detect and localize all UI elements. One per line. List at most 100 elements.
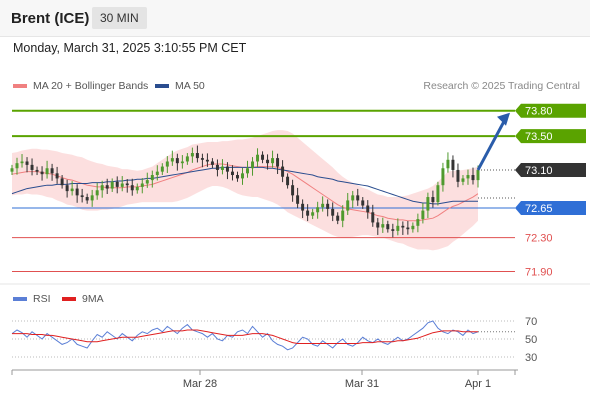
candle-body	[80, 195, 84, 198]
candle	[175, 153, 179, 171]
candle-body	[180, 161, 184, 164]
candle-body	[386, 224, 390, 230]
candle	[411, 222, 415, 233]
candle	[306, 204, 310, 222]
candle	[361, 197, 365, 209]
rsi-series-9MA	[12, 329, 478, 344]
candle-body	[431, 197, 435, 203]
candle-body	[406, 227, 410, 230]
candle	[451, 155, 455, 178]
level-label-71.90: 71.90	[525, 267, 553, 279]
candle-body	[140, 183, 144, 187]
candle-body	[256, 154, 260, 162]
candle-body	[376, 222, 380, 228]
candle-body	[276, 158, 280, 167]
candle	[346, 192, 350, 215]
rsi-tick-label: 50	[525, 334, 537, 346]
candle-body	[165, 161, 169, 167]
candle-body	[336, 215, 340, 221]
candle-body	[361, 200, 365, 206]
x-tick-label: Apr 1	[465, 378, 491, 390]
candle	[456, 163, 460, 188]
candle	[266, 154, 270, 170]
candle-body	[436, 185, 440, 203]
candle	[75, 184, 79, 203]
candle-body	[331, 208, 335, 216]
candle-body	[110, 181, 114, 189]
candle	[276, 153, 280, 175]
candle-body	[195, 153, 199, 159]
candle	[110, 178, 114, 192]
candle	[331, 202, 335, 222]
candle-body	[155, 171, 159, 176]
candle	[426, 192, 430, 219]
candle-body	[446, 159, 450, 169]
candle-body	[90, 195, 94, 201]
candle	[215, 159, 219, 177]
candle-body	[411, 225, 415, 230]
timeframe-badge[interactable]: 30 MIN	[92, 7, 147, 29]
candle-body	[281, 166, 285, 177]
candle	[326, 199, 330, 217]
candle-body	[205, 159, 209, 162]
candle-body	[30, 164, 34, 170]
candle	[210, 158, 214, 169]
candle-body	[341, 210, 345, 221]
candle-body	[45, 168, 49, 175]
candle-body	[85, 197, 89, 201]
candle	[406, 221, 410, 235]
candle-body	[271, 158, 275, 164]
candle-body	[145, 180, 149, 184]
candle-body	[261, 154, 265, 160]
candle	[356, 188, 360, 206]
header-bar: Brent (ICE) 30 MIN	[0, 0, 590, 37]
candle-body	[421, 210, 425, 220]
candle-body	[266, 159, 270, 164]
candle-body	[105, 185, 109, 189]
candle	[316, 201, 320, 219]
candle	[35, 166, 39, 176]
candle-body	[401, 225, 405, 228]
candle-body	[135, 186, 139, 191]
candle	[55, 166, 59, 184]
candle-body	[326, 203, 330, 209]
candle	[130, 178, 134, 196]
candle-body	[456, 169, 460, 182]
candle	[281, 160, 285, 183]
candle	[235, 171, 239, 182]
current-price-badge: 73.10	[515, 162, 586, 177]
rsi-series-RSI	[11, 320, 479, 351]
level-badge-bg	[515, 201, 586, 216]
candle-body	[125, 183, 129, 186]
candle	[195, 145, 199, 163]
candle-body	[246, 168, 249, 174]
candle-body	[241, 173, 244, 179]
projection-arrow-head	[497, 112, 510, 126]
candle	[120, 176, 124, 192]
candle-body	[160, 166, 164, 172]
candle-body	[25, 161, 29, 165]
datetime-label: Monday, March 31, 2025 3:10:55 PM CET	[13, 41, 247, 55]
candle-body	[55, 173, 59, 179]
current-price-badge-bg	[515, 162, 586, 177]
candle	[366, 200, 370, 219]
candle	[371, 204, 375, 227]
candle-body	[381, 224, 385, 228]
candle	[311, 208, 315, 220]
candle-body	[35, 169, 39, 172]
candle-body	[75, 188, 79, 196]
candle	[95, 182, 99, 200]
candle	[65, 179, 69, 198]
candle	[461, 175, 465, 186]
candle	[70, 181, 74, 196]
candle-body	[40, 171, 44, 175]
legend-9ma-label: 9MA	[82, 293, 104, 305]
level-badge-73.50: 73.50	[515, 129, 586, 144]
candle	[100, 180, 104, 198]
candle-body	[150, 175, 154, 181]
candle	[205, 153, 209, 167]
candle-body	[306, 210, 310, 216]
research-credit: Research © 2025 Trading Central	[423, 80, 580, 92]
candle	[376, 218, 380, 235]
